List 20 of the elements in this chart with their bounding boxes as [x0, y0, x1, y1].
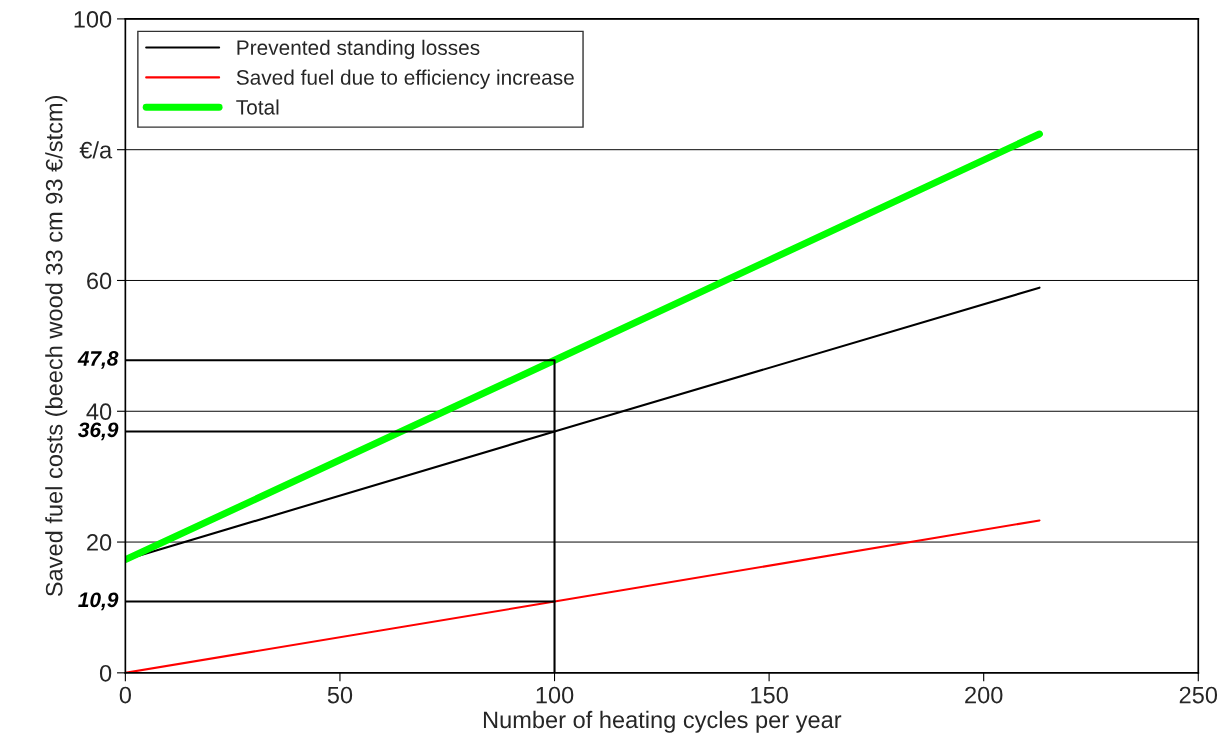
x-tick-label: 200: [965, 686, 1003, 704]
y-tick-label: 20: [87, 534, 112, 551]
x-tick-label: 50: [327, 686, 353, 704]
y-tick-label: €/a: [79, 141, 113, 159]
x-tick-label: 0: [119, 686, 131, 704]
y-tick-label: 0: [99, 664, 112, 682]
series-label: 10,9: [78, 592, 119, 611]
y-tick-label: 60: [87, 272, 112, 290]
y-tick-label: 100: [74, 10, 112, 28]
legend-label: Saved fuel due to efficiency increase: [236, 69, 574, 89]
x-axis-title: Number of heating cycles per year: [483, 710, 842, 733]
y-tick-label: 40: [86, 403, 112, 421]
y-axis-title: Saved fuel costs (beech wood 33 cm 93 €/stcm): [45, 96, 68, 597]
x-tick-label: 250: [1179, 686, 1218, 704]
series-label: 47,8: [77, 351, 119, 369]
series-label: 36,9: [78, 422, 119, 441]
x-tick-label: 100: [536, 686, 574, 704]
legend-label: Prevented standing losses: [237, 39, 480, 60]
x-tick-label: 150: [751, 686, 788, 704]
legend-label: Total: [236, 99, 279, 115]
